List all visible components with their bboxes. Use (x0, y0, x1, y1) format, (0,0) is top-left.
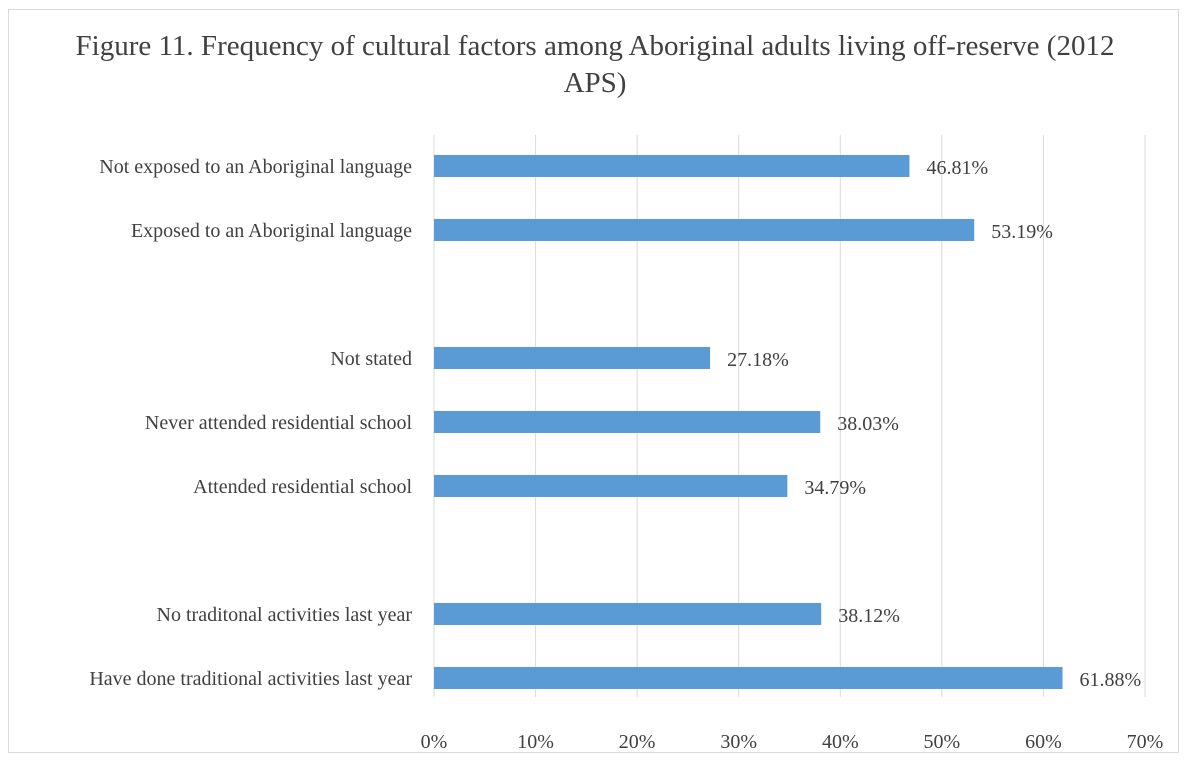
x-tick-label: 40% (822, 731, 859, 753)
category-label: Never attended residential school (145, 412, 413, 434)
data-label: 38.12% (838, 605, 900, 627)
x-tick-label: 30% (720, 731, 757, 753)
category-label: Attended residential school (193, 476, 412, 498)
x-tick-label: 0% (421, 731, 448, 753)
x-tick-label: 60% (1025, 731, 1062, 753)
data-label: 27.18% (727, 349, 789, 371)
bar (434, 603, 822, 625)
category-label: Exposed to an Aboriginal language (131, 220, 412, 242)
bars (434, 155, 1063, 689)
category-label: Have done traditional activities last ye… (89, 668, 412, 690)
bar (434, 347, 711, 369)
bar (434, 667, 1063, 689)
bar (434, 475, 788, 497)
labels: 0% 10% 20% 30% 40% 50% 60% 70% Not exposed to an… (89, 156, 1163, 753)
x-tick-label: 70% (1127, 731, 1164, 753)
bar (434, 411, 821, 433)
data-label: 34.79% (804, 477, 866, 499)
bar (434, 155, 910, 177)
category-label: No traditonal activities last year (157, 604, 413, 626)
chart-area (8, 9, 1179, 753)
data-label: 53.19% (991, 221, 1053, 243)
x-tick-label: 10% (517, 731, 554, 753)
data-label: 61.88% (1080, 669, 1142, 691)
chart-title: Figure 11. Frequency of cultural factors… (75, 30, 1115, 99)
x-tick-label: 20% (619, 731, 656, 753)
x-tick-label: 50% (924, 731, 961, 753)
data-label: 38.03% (837, 413, 899, 435)
data-label: 46.81% (926, 157, 988, 179)
category-label: Not exposed to an Aboriginal language (99, 156, 412, 178)
bar (434, 219, 975, 241)
category-label: Not stated (330, 348, 412, 370)
